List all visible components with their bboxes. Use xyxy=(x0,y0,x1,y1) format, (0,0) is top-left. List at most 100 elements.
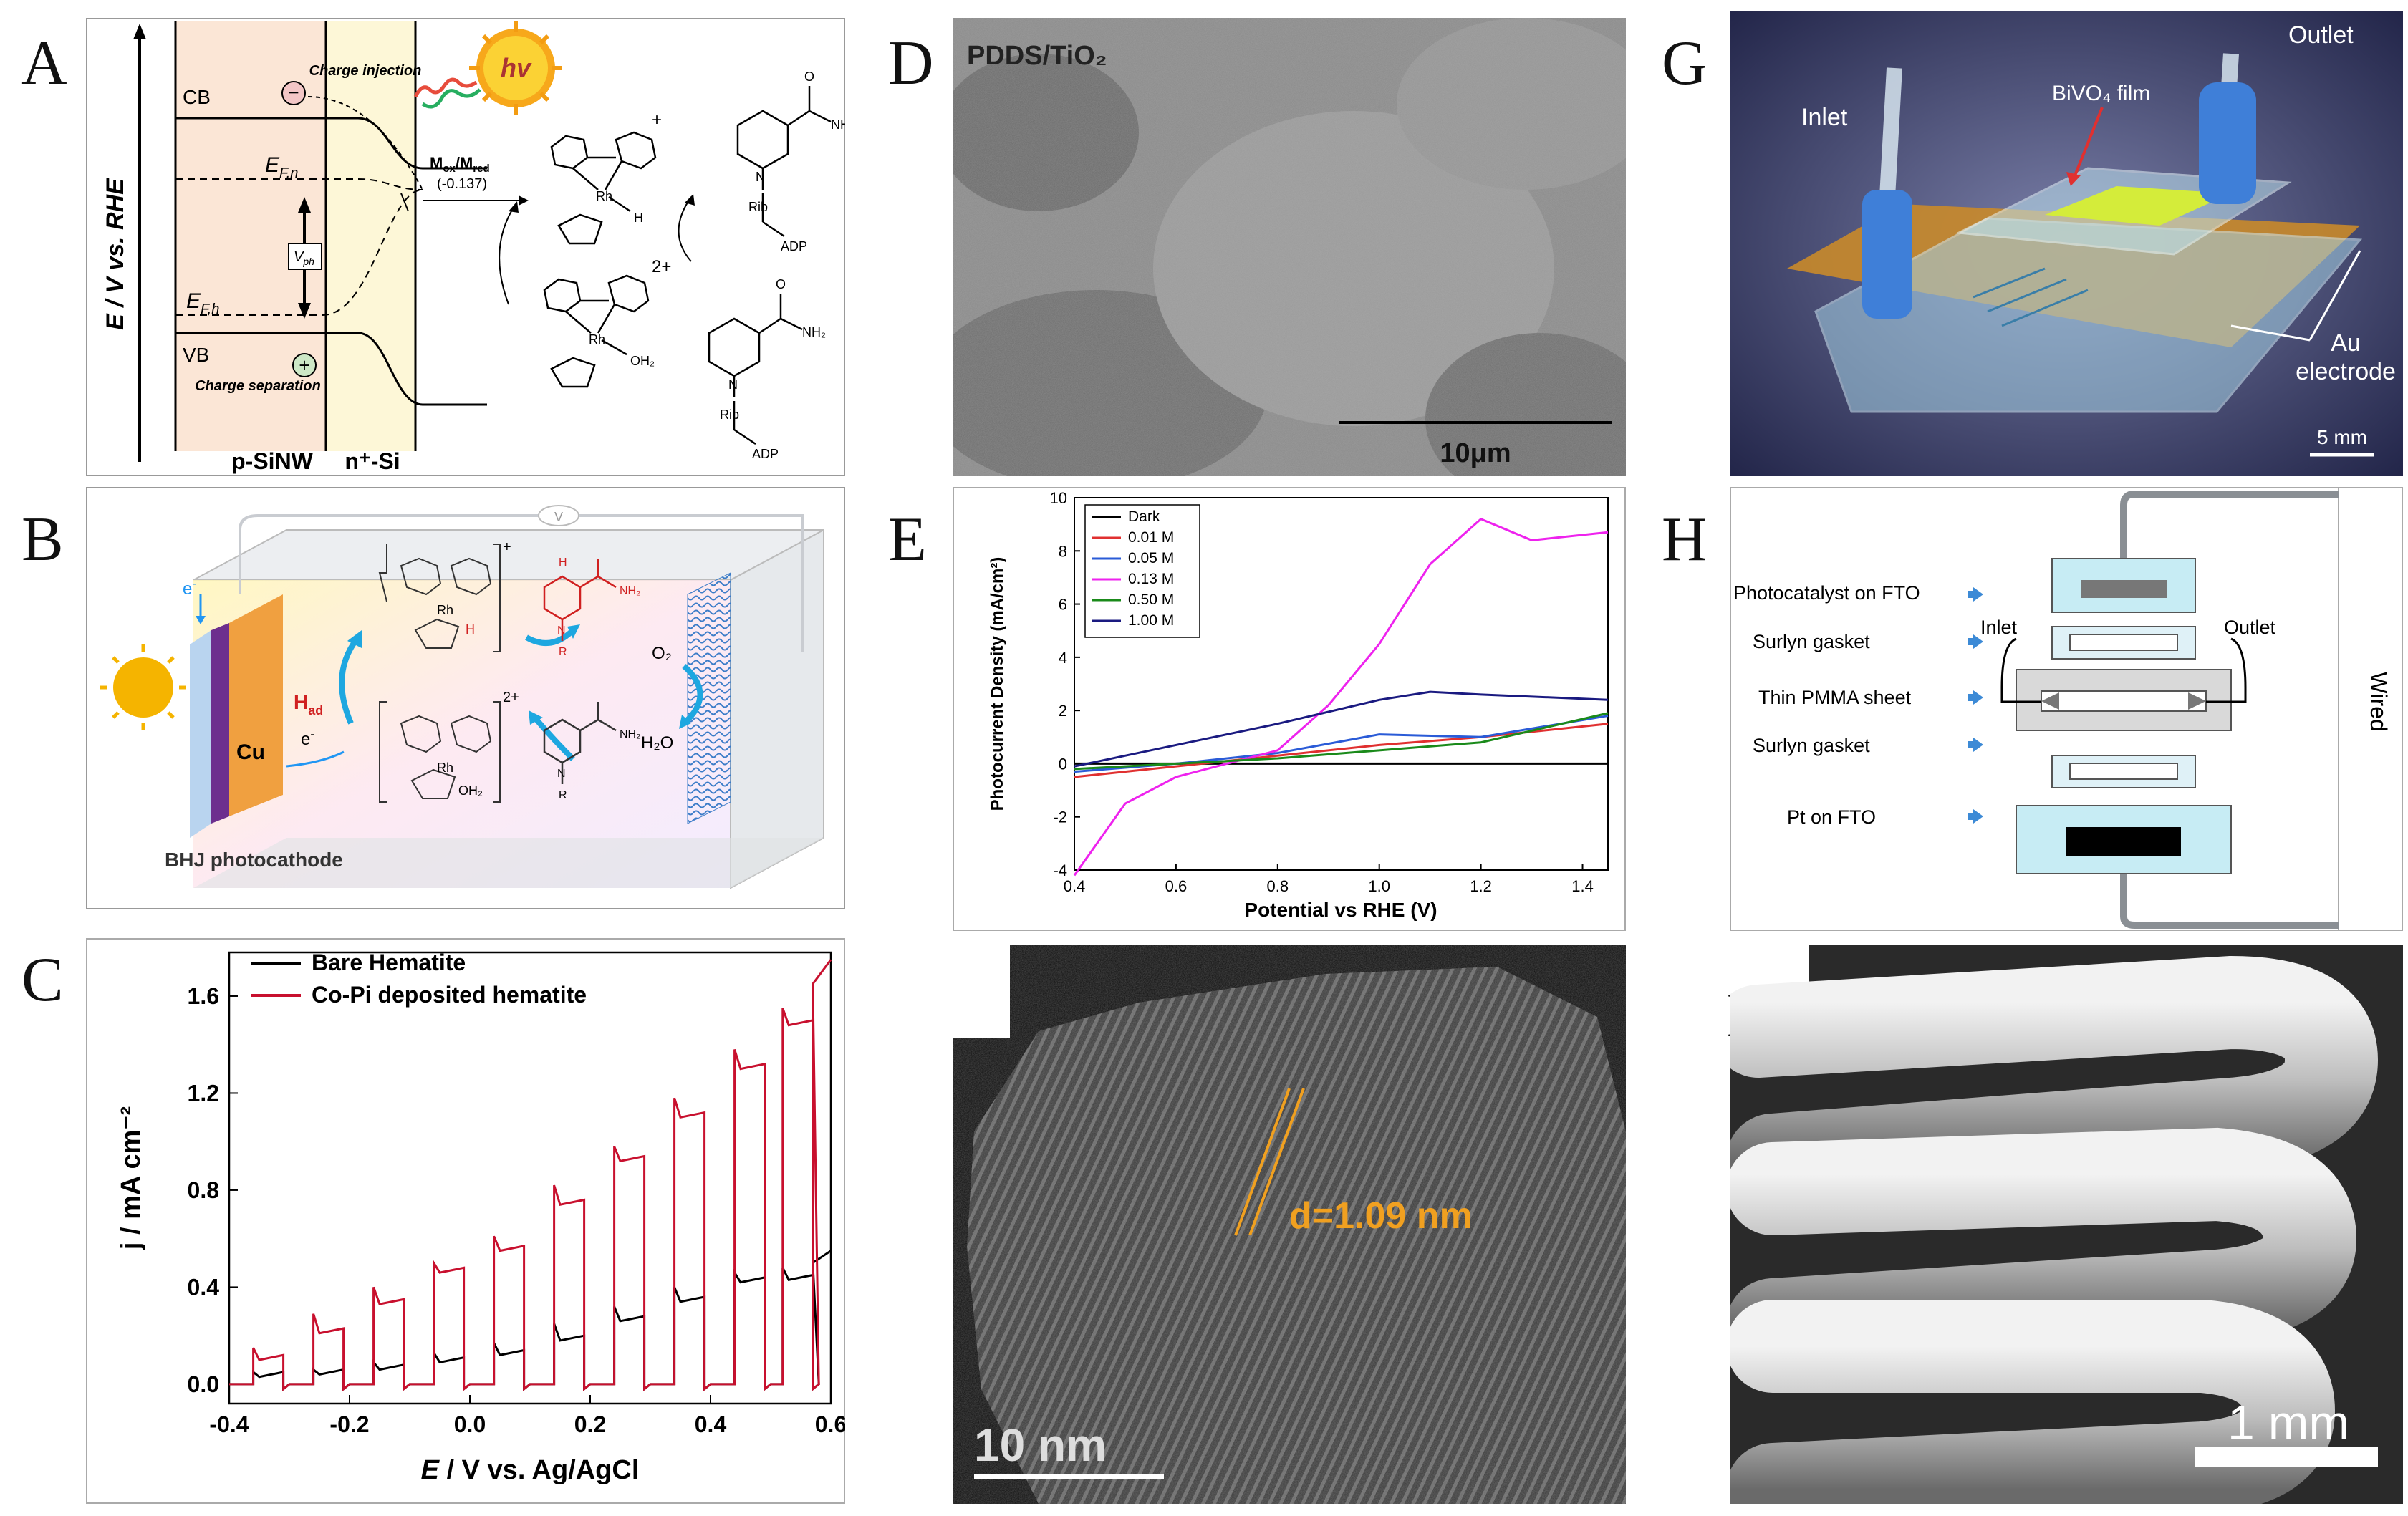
hole-symbol: + xyxy=(299,354,309,376)
o2-label: O₂ xyxy=(652,644,672,663)
chronoamperometry-chart: -0.4 -0.2 0.0 0.2 0.4 0.6 0.0 0.4 0.8 1.2 1.6 Bare… xyxy=(86,938,845,1504)
photocurrent-chart: 0.4 0.6 0.8 1.0 1.2 1.4 -4 -2 0 2 4 6 8 10 Dark 0.01 M… xyxy=(953,487,1626,931)
y-tick-label: 0.0 xyxy=(188,1371,219,1397)
sem-title: PDDS/TiO₂ xyxy=(967,41,1107,71)
rh-label-2: Rh xyxy=(589,332,605,347)
sun-icon: hv xyxy=(469,21,562,115)
panel-letter-b: B xyxy=(21,505,64,574)
nadh-structure xyxy=(736,86,832,238)
x-axis-label: E / V vs. Ag/AgCl xyxy=(421,1455,640,1485)
d-spacing-label: d=1.09 nm xyxy=(1289,1195,1473,1237)
y-tick-label: 0 xyxy=(1059,755,1067,773)
efh-label: EF,h xyxy=(186,289,219,317)
panel-i: 1 mm xyxy=(1730,945,2403,1504)
nadh-n: N xyxy=(756,170,765,184)
x-tick-label: 0.8 xyxy=(1267,877,1289,895)
x-tick-label: 1.4 xyxy=(1571,877,1594,895)
rh-aqua-complex xyxy=(543,274,650,388)
nadh-structure-b xyxy=(543,559,617,641)
panel-letter-e: E xyxy=(888,505,927,574)
scale-label: 5 mm xyxy=(2317,426,2367,448)
legend-label: 0.01 M xyxy=(1128,529,1174,546)
nadh-adp: ADP xyxy=(781,239,807,254)
y-axis-label: j / mA cm⁻² xyxy=(116,1106,146,1250)
x-tick-label: -0.4 xyxy=(209,1411,249,1437)
sem-image-pdds-tio2: PDDS/TiO₂ 10μm xyxy=(953,18,1626,476)
panel-h: Wired Photocatalyst on FTO Surlyn gasket… xyxy=(1730,487,2403,931)
potential-label: (-0.137) xyxy=(437,176,487,192)
had-label: Had xyxy=(294,691,323,718)
scale-label: 10 nm xyxy=(974,1419,1107,1471)
nad-r-b: R xyxy=(559,789,567,801)
x-tick-label: -0.2 xyxy=(329,1411,369,1437)
complex-charge-b1: + xyxy=(503,539,511,555)
e-label-top: e- xyxy=(183,578,196,599)
cell-exploded-diagram: Wired Photocatalyst on FTO Surlyn gasket… xyxy=(1730,487,2403,931)
series-line-5 xyxy=(1074,690,1609,768)
complex-charge-b2: 2+ xyxy=(503,690,519,705)
complex-charge-1: + xyxy=(652,110,662,130)
y-tick-label: -4 xyxy=(1053,861,1067,879)
panel-g: Inlet Outlet BiVO₄ film Au electrode 5 m… xyxy=(1730,11,2403,476)
nad-rib: Rib xyxy=(720,407,739,422)
y-axis-label: E / V vs. RHE xyxy=(102,178,129,330)
legend-label: Dark xyxy=(1128,508,1160,525)
inlet-label: Inlet xyxy=(1980,617,2018,638)
h-label-b: H xyxy=(466,622,475,637)
vb-label: VB xyxy=(183,344,209,366)
panel-letter-g: G xyxy=(1662,29,1708,98)
electrode-label: electrode xyxy=(2296,358,2396,385)
vph-label: Vph xyxy=(294,249,314,267)
nadh-rib: Rib xyxy=(748,200,768,214)
x-tick-label: 1.0 xyxy=(1368,877,1390,895)
rh-label-b2: Rh xyxy=(437,761,453,775)
nadh-nh2: NH₂ xyxy=(831,117,845,132)
y-tick-label: 0.4 xyxy=(188,1274,220,1300)
rh-label-b1: Rh xyxy=(437,603,453,617)
layer-label-1: Photocatalyst on FTO xyxy=(1733,582,1920,604)
bhj-cell-diagram: V Cu e- Had e- Rh H + Rh OH₂ 2+ xyxy=(86,487,845,909)
sem-image-spring: 1 mm xyxy=(1730,945,2403,1504)
scale-label: 10μm xyxy=(1440,438,1511,468)
rh-hydride-complex-b xyxy=(378,544,501,652)
nad-adp: ADP xyxy=(752,447,779,461)
hv-label: hv xyxy=(501,53,532,82)
panel-letter-a: A xyxy=(21,29,67,98)
photo-microfluidic-device: Inlet Outlet BiVO₄ film Au electrode 5 m… xyxy=(1730,11,2403,476)
complex-charge-2: 2+ xyxy=(652,257,671,276)
series-line-3 xyxy=(1073,517,1609,877)
p-sinw-label: p-SiNW xyxy=(231,448,314,474)
n-si-label: n⁺-Si xyxy=(345,448,400,474)
y-tick-label: 0.8 xyxy=(188,1177,219,1203)
arrow-icons xyxy=(1968,587,1983,824)
nadh-h-b: H xyxy=(559,556,567,569)
cb-label: CB xyxy=(183,86,211,108)
layer-label-5: Pt on FTO xyxy=(1787,806,1876,828)
nad-n-b: N xyxy=(557,768,566,780)
panel-e: 0.4 0.6 0.8 1.0 1.2 1.4 -4 -2 0 2 4 6 8 10 Dark 0.01 M… xyxy=(953,487,1626,931)
y-tick-label: 8 xyxy=(1059,542,1067,560)
nadh-r-b: R xyxy=(559,646,567,658)
sun-icon xyxy=(100,644,186,730)
charge-injection-label: Charge injection xyxy=(309,63,422,79)
y-tick-label: -2 xyxy=(1053,808,1067,826)
nad-structure-b xyxy=(543,702,617,784)
y-tick-label: 1.2 xyxy=(188,1080,219,1106)
nadh-nh2-b: NH₂ xyxy=(620,585,640,597)
y-tick-label: 4 xyxy=(1059,649,1067,667)
legend-label: 0.13 M xyxy=(1128,571,1174,587)
rh-label-1: Rh xyxy=(596,189,612,203)
au-label: Au xyxy=(2331,329,2361,357)
outlet-label: Outlet xyxy=(2288,21,2354,49)
y-tick-label: 1.6 xyxy=(188,983,219,1009)
voltmeter-label: V xyxy=(554,510,563,524)
legend-label-copi: Co-Pi deposited hematite xyxy=(312,982,587,1008)
legend-label: 0.05 M xyxy=(1128,550,1174,566)
outlet-label: Outlet xyxy=(2224,617,2276,638)
x-tick-label: 0.4 xyxy=(1064,877,1086,895)
charge-separation-label: Charge separation xyxy=(195,378,321,394)
nad-o: O xyxy=(776,277,786,291)
x-tick-label: 0.6 xyxy=(815,1411,845,1437)
h2o-label: H₂O xyxy=(641,733,673,753)
series-co-pi-hematite xyxy=(229,959,832,1391)
